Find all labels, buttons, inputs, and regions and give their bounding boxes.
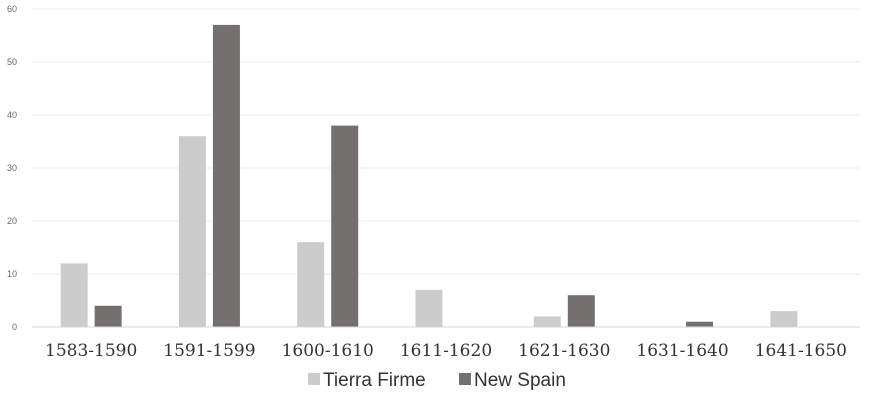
legend: Tierra Firme New Spain bbox=[308, 370, 566, 391]
bar-tierra-firme-1583-1590 bbox=[60, 263, 88, 327]
gridlines bbox=[32, 8, 860, 275]
bar-new-spain-1621-1630 bbox=[567, 295, 595, 327]
x-tick-label: 1631-1640 bbox=[636, 341, 728, 361]
bar-tierra-firme-1600-1610 bbox=[297, 242, 325, 327]
y-tick-label: 30 bbox=[7, 163, 17, 173]
bar-new-spain-1591-1599 bbox=[212, 24, 240, 328]
bar-tierra-firme-1611-1620 bbox=[415, 289, 443, 327]
bar-new-spain-1631-1640 bbox=[686, 321, 714, 327]
legend-label-new-spain: New Spain bbox=[474, 370, 566, 391]
y-tick-label: 50 bbox=[7, 57, 17, 67]
legend-swatch-new-spain bbox=[459, 373, 471, 385]
legend-label-tierra-firme: Tierra Firme bbox=[323, 370, 426, 391]
bar-tierra-firme-1621-1630 bbox=[533, 316, 561, 327]
bar-new-spain-1600-1610 bbox=[331, 125, 359, 327]
x-tick-label: 1600-1610 bbox=[282, 341, 374, 361]
y-tick-label: 0 bbox=[12, 322, 17, 332]
y-axis-ticks: 0 10 20 30 40 50 60 bbox=[7, 4, 17, 332]
bar-tierra-firme-1641-1650 bbox=[770, 311, 798, 327]
y-tick-label: 20 bbox=[7, 216, 17, 226]
y-tick-label: 60 bbox=[7, 4, 17, 14]
y-tick-label: 10 bbox=[7, 269, 17, 279]
x-tick-label: 1583-1590 bbox=[45, 341, 137, 361]
legend-swatch-tierra-firme bbox=[308, 373, 320, 385]
x-tick-label: 1591-1599 bbox=[163, 341, 255, 361]
y-tick-label: 40 bbox=[7, 110, 17, 120]
x-axis-ticks: 1583-1590 1591-1599 1600-1610 1611-1620 1621… bbox=[45, 341, 847, 361]
bar-new-spain-1583-1590 bbox=[94, 305, 122, 327]
bar-tierra-firme-1591-1599 bbox=[178, 136, 206, 327]
x-tick-label: 1611-1620 bbox=[400, 341, 492, 361]
x-tick-label: 1641-1650 bbox=[755, 341, 847, 361]
bars bbox=[60, 24, 798, 328]
x-tick-label: 1621-1630 bbox=[518, 341, 610, 361]
